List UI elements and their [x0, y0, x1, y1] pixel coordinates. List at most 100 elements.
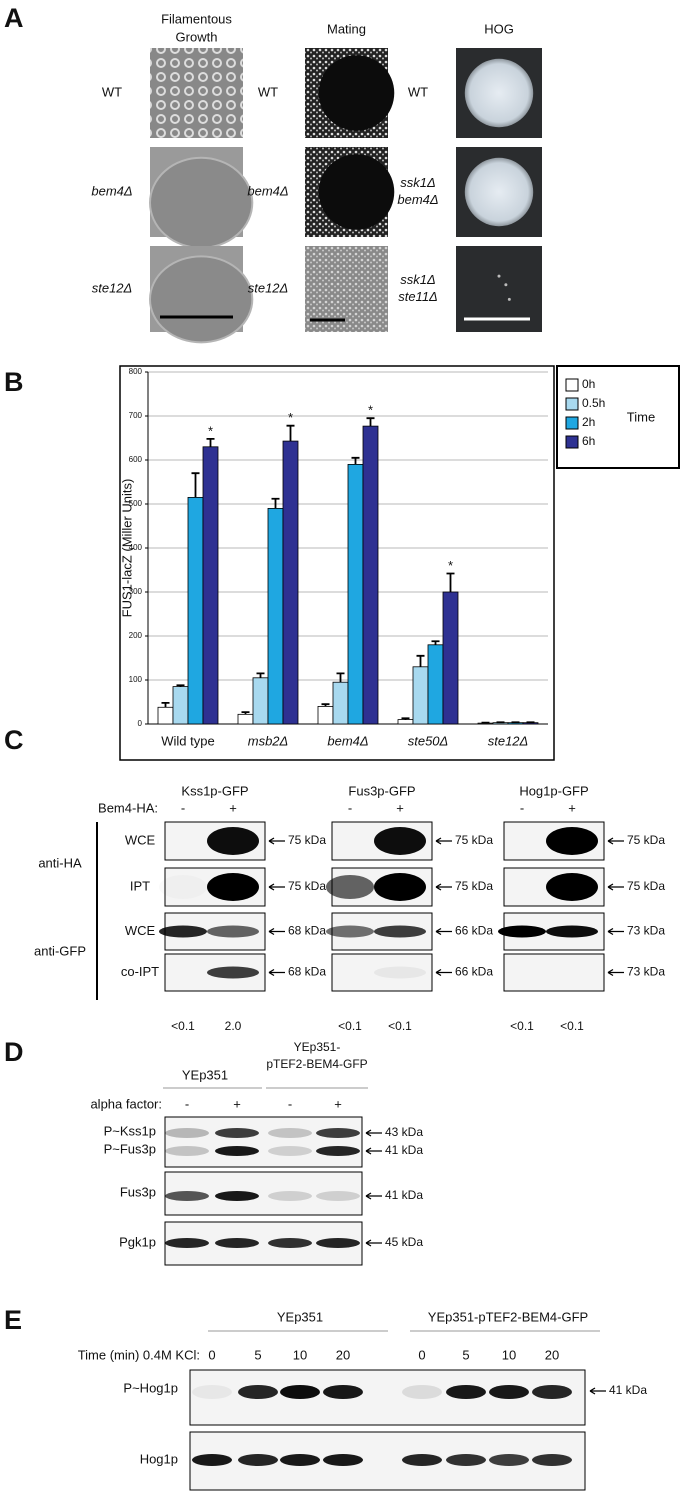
legend-title: Time [627, 409, 655, 424]
size-label: 43 kDa [385, 1125, 423, 1139]
band [446, 1385, 486, 1399]
quantification: <0.1 [338, 1019, 362, 1033]
bar [282, 440, 299, 725]
strain-label: ste11Δ [398, 289, 438, 304]
legend-swatch [565, 416, 579, 430]
arrow [435, 927, 452, 936]
y-tick-label: 400 [129, 543, 143, 552]
error-bar [206, 437, 215, 447]
size-label: 66 kDa [455, 924, 493, 938]
blot [503, 953, 605, 992]
row-label: IPT [130, 878, 150, 893]
band [268, 1128, 312, 1138]
time-label: 0 [418, 1347, 425, 1362]
band [238, 1385, 278, 1399]
y-tick-label: 700 [129, 411, 143, 420]
size-label: 75 kDa [288, 833, 326, 847]
band [489, 1385, 529, 1399]
size-label: 75 kDa [627, 879, 665, 893]
band [489, 1454, 529, 1466]
lawn [305, 246, 388, 332]
strain-header: pTEF2-BEM4-GFP [266, 1057, 367, 1071]
row-prefix: Time (min) 0.4M KCl: [78, 1347, 200, 1362]
y-tick-label: 200 [129, 631, 143, 640]
lane-sign: + [396, 800, 404, 815]
antibody-label: anti-HA [38, 855, 82, 870]
panel-label: A [4, 3, 24, 33]
band [207, 873, 259, 901]
bar [332, 681, 349, 725]
bar [347, 463, 364, 725]
size-label: 41 kDa [609, 1383, 647, 1397]
legend-label: 0.5h [582, 396, 605, 410]
lane-sign: + [568, 800, 576, 815]
blot-title: Fus3p-GFP [348, 783, 415, 798]
y-tick-label: 300 [129, 587, 143, 596]
strain-header: YEp351- [294, 1040, 341, 1054]
band [268, 1238, 312, 1248]
strain-label: WT [408, 84, 428, 99]
band [159, 875, 207, 899]
size-label: 75 kDa [455, 833, 493, 847]
bar [157, 706, 174, 725]
legend-label: 6h [582, 434, 595, 448]
strain-label: ssk1Δ [400, 272, 435, 287]
time-label: 5 [462, 1347, 469, 1362]
error-bar [271, 497, 280, 509]
significance-mark: * [368, 403, 373, 418]
quantification: <0.1 [560, 1019, 584, 1033]
arrow [268, 837, 285, 845]
micro-colony [507, 297, 511, 301]
arrow [607, 883, 624, 891]
bar [427, 644, 444, 725]
panel-label: B [4, 367, 24, 397]
band [546, 827, 598, 855]
time-label: 10 [293, 1347, 307, 1362]
quantification: 2.0 [225, 1019, 242, 1033]
size-label: 73 kDa [627, 924, 665, 938]
error-bar [351, 456, 360, 465]
panel-label: D [4, 1037, 24, 1067]
band [402, 1385, 442, 1399]
size-label: 73 kDa [627, 965, 665, 979]
band [326, 875, 374, 899]
colony [464, 157, 534, 227]
y-tick-label: 500 [129, 499, 143, 508]
band [374, 827, 426, 855]
strain-label: WT [102, 84, 122, 99]
band [546, 873, 598, 901]
error-bar [446, 572, 455, 592]
legend-swatch [565, 435, 579, 449]
arrow [268, 883, 285, 891]
colony [149, 156, 254, 249]
band [165, 1238, 209, 1248]
legend-label: 0h [582, 377, 595, 391]
band [532, 1385, 572, 1399]
size-label: 75 kDa [455, 879, 493, 893]
band [165, 1191, 209, 1201]
micro-colony [497, 274, 501, 278]
band [268, 1191, 312, 1201]
time-label: 0 [208, 1347, 215, 1362]
legend-label: 2h [582, 415, 595, 429]
strain-label: WT [258, 84, 278, 99]
y-tick-label: 600 [129, 455, 143, 464]
legend-swatch [565, 378, 579, 392]
band [374, 925, 426, 938]
band [446, 1454, 486, 1466]
band [192, 1454, 232, 1466]
arrow [365, 1129, 382, 1137]
band [498, 925, 546, 938]
error-bar [286, 424, 295, 442]
halo [318, 154, 395, 230]
band [238, 1454, 278, 1466]
strain-label: bem4Δ [247, 183, 288, 198]
lane-sign: - [520, 800, 524, 815]
band [532, 1454, 572, 1466]
band [192, 1385, 232, 1399]
bar [442, 591, 459, 725]
time-label: 20 [545, 1347, 559, 1362]
lane-sign: - [348, 800, 352, 815]
error-bar [401, 717, 410, 720]
